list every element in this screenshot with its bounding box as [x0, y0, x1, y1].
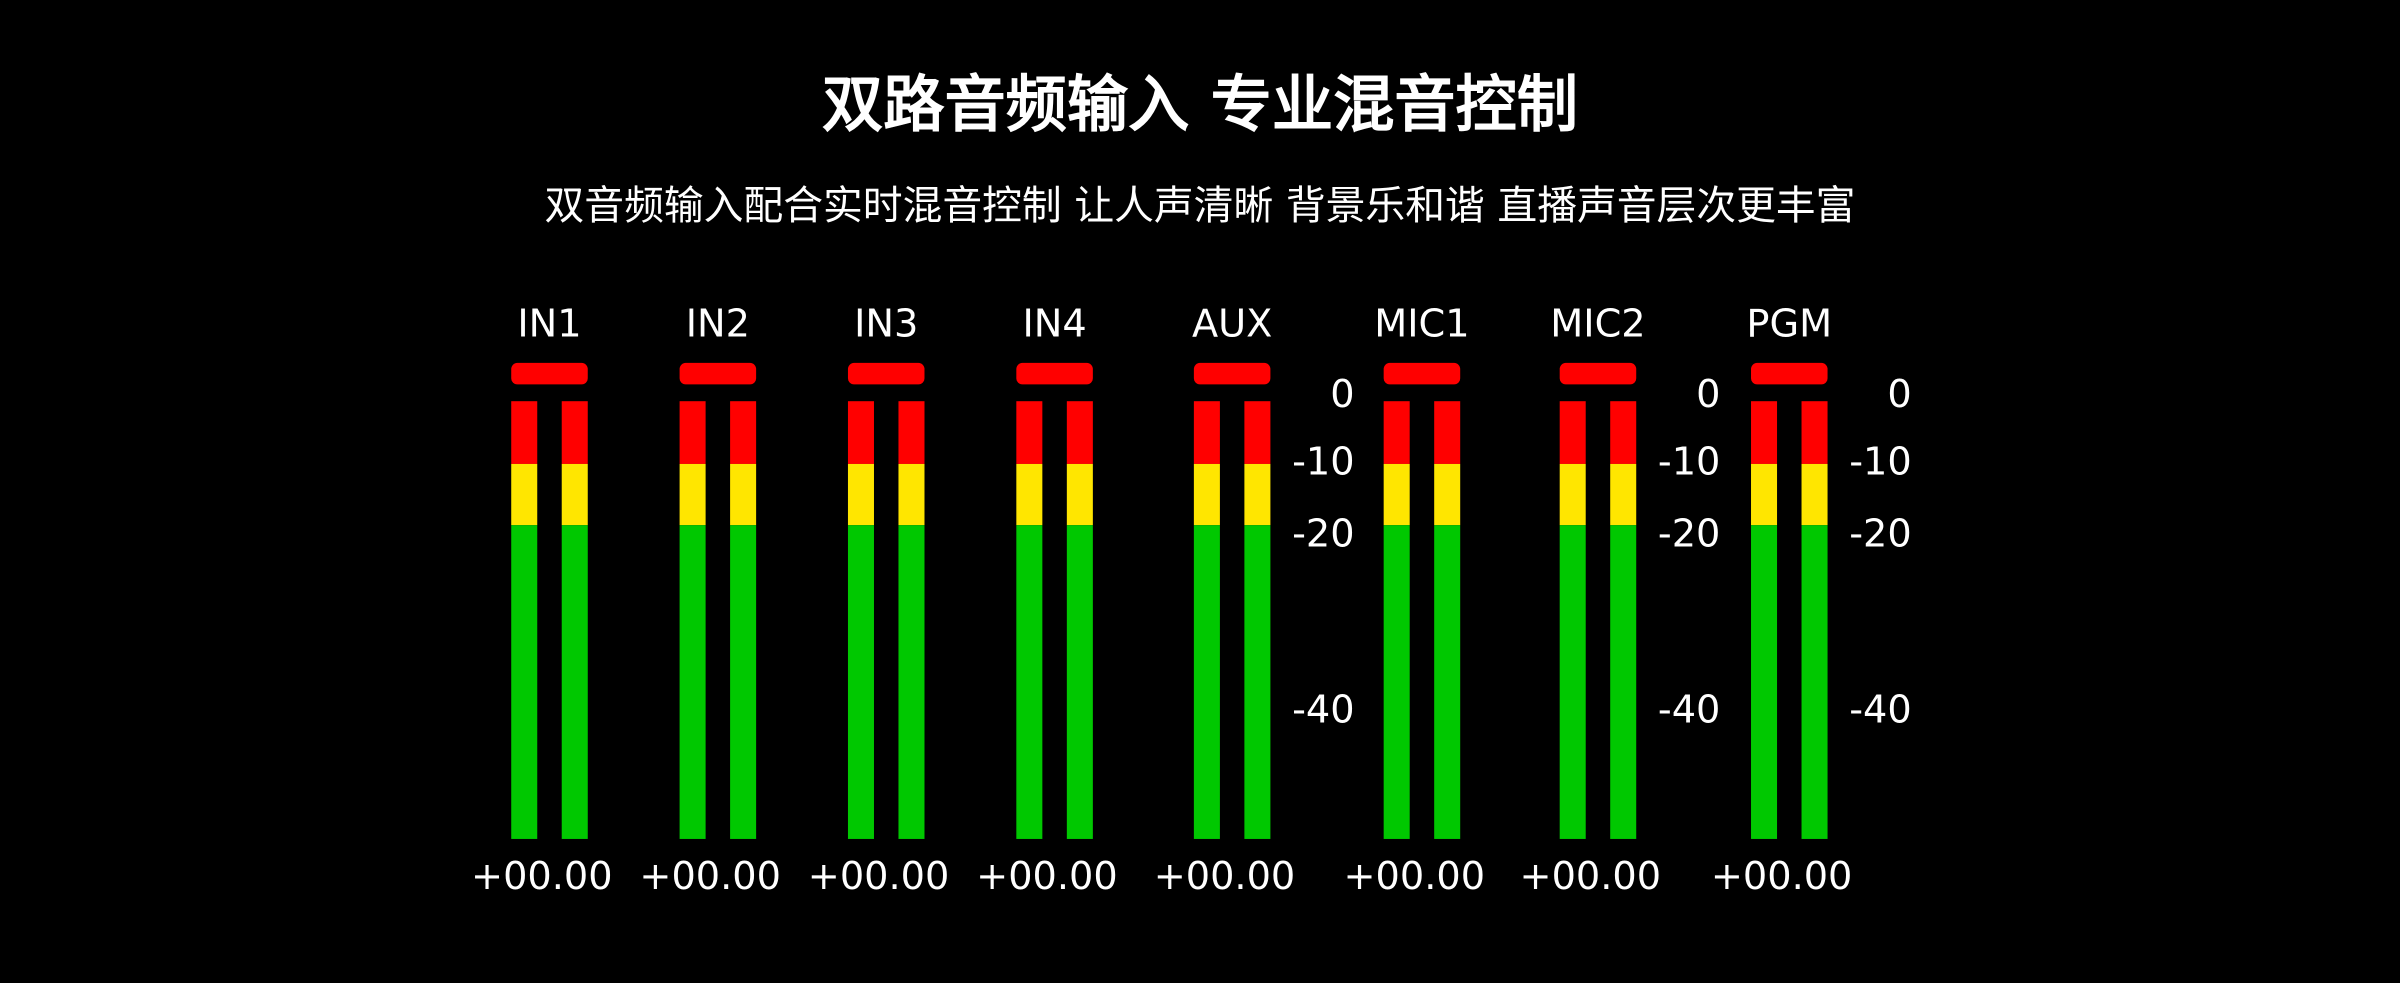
channel-label: PGM — [1746, 302, 1832, 347]
subtitle: 双音频输入配合实时混音控制 让人声清晰 背景乐和谐 直播声音层次更丰富 — [545, 183, 1856, 229]
clip-indicator — [1016, 362, 1093, 385]
meter-yellow — [1193, 463, 1220, 526]
clip-indicator — [1193, 362, 1271, 385]
meter-green — [1193, 525, 1220, 839]
meter-red — [561, 401, 588, 464]
meter-green — [1434, 525, 1461, 839]
meter-yellow — [730, 463, 757, 526]
scale-label: -10 — [1849, 439, 1911, 484]
clip-indicator — [679, 362, 757, 385]
meter-green — [1383, 525, 1410, 839]
meter-red — [1244, 401, 1271, 464]
channel-label: MIC1 — [1374, 302, 1469, 347]
meter-green — [1244, 525, 1271, 839]
scale-label: -10 — [1292, 439, 1354, 484]
meter-yellow — [679, 463, 706, 526]
meter-yellow — [1434, 463, 1461, 526]
meter-red — [1434, 401, 1461, 464]
meter-green — [1016, 525, 1043, 839]
clip-indicator — [1383, 362, 1461, 385]
meter-yellow — [1016, 463, 1043, 526]
meter-red — [1193, 401, 1220, 464]
meter-yellow — [1559, 463, 1586, 526]
readout: +00.00 — [1520, 854, 1662, 899]
scale-label: -20 — [1658, 511, 1720, 556]
scale-label: 0 — [1887, 372, 1911, 417]
readout: +00.00 — [1154, 854, 1296, 899]
meter-green — [1066, 525, 1093, 839]
scale-label: -40 — [1849, 687, 1911, 732]
meter-yellow — [511, 463, 538, 526]
meter-yellow — [1066, 463, 1093, 526]
channel-label: IN2 — [686, 302, 750, 347]
scale-label: -40 — [1292, 687, 1354, 732]
meter-yellow — [1244, 463, 1271, 526]
channel-label: IN1 — [517, 302, 581, 347]
channel-label: IN3 — [854, 302, 918, 347]
meter-yellow — [561, 463, 588, 526]
meter-red — [1751, 401, 1778, 464]
readout: +00.00 — [471, 854, 613, 899]
meter-green — [1559, 525, 1586, 839]
scale-label: 0 — [1330, 372, 1354, 417]
scale-label: -20 — [1292, 511, 1354, 556]
meter-green — [1751, 525, 1778, 839]
meter-yellow — [1801, 463, 1828, 526]
meter-yellow — [898, 463, 925, 526]
scale-label: -40 — [1658, 687, 1720, 732]
meter-red — [847, 401, 874, 464]
channel-label: AUX — [1192, 302, 1272, 347]
meter-green — [511, 525, 538, 839]
clip-indicator — [1559, 362, 1637, 385]
meter-green — [1801, 525, 1828, 839]
meter-red — [1016, 401, 1043, 464]
meter-green — [730, 525, 757, 839]
clip-indicator — [847, 362, 925, 385]
meter-green — [679, 525, 706, 839]
title: 双路音频输入 专业混音控制 — [822, 69, 1578, 140]
scale-label: -10 — [1658, 439, 1720, 484]
clip-indicator — [511, 362, 588, 385]
meter-red — [1801, 401, 1828, 464]
readout: +00.00 — [808, 854, 950, 899]
meter-yellow — [1751, 463, 1778, 526]
meter-red — [1559, 401, 1586, 464]
meter-yellow — [1383, 463, 1410, 526]
readout: +00.00 — [639, 854, 781, 899]
clip-indicator — [1751, 362, 1828, 385]
readout: +00.00 — [1344, 854, 1486, 899]
meter-green — [561, 525, 588, 839]
meter-red — [730, 401, 757, 464]
readout: +00.00 — [976, 854, 1118, 899]
meter-red — [1066, 401, 1093, 464]
meter-yellow — [1610, 463, 1637, 526]
channel-label: IN4 — [1022, 302, 1086, 347]
meter-red — [1610, 401, 1637, 464]
scale-label: -20 — [1849, 511, 1911, 556]
meter-green — [847, 525, 874, 839]
meter-red — [679, 401, 706, 464]
meter-red — [898, 401, 925, 464]
channel-label: MIC2 — [1550, 302, 1645, 347]
meter-yellow — [847, 463, 874, 526]
meter-red — [511, 401, 538, 464]
meter-green — [898, 525, 925, 839]
meter-green — [1610, 525, 1637, 839]
readout: +00.00 — [1711, 854, 1853, 899]
meter-red — [1383, 401, 1410, 464]
scale-label: 0 — [1696, 372, 1720, 417]
